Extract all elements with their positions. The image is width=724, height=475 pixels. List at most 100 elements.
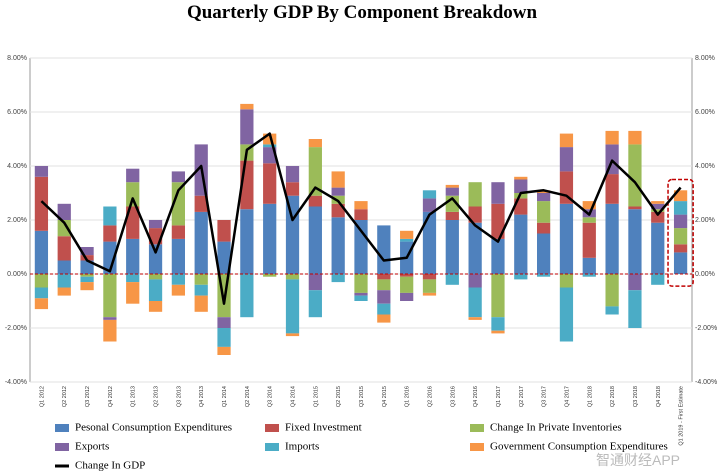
bar-segment — [468, 182, 482, 207]
bar-segment — [308, 274, 322, 291]
bar-segment — [537, 233, 551, 274]
bar-segment — [605, 130, 619, 145]
bar-segment — [491, 203, 505, 239]
bar-segment — [400, 276, 414, 293]
bar-segment — [605, 274, 619, 307]
watermark: 智通财经APP — [596, 452, 680, 468]
bar-segment — [285, 182, 300, 196]
bar-segment — [57, 220, 71, 237]
bar-segment — [263, 203, 277, 274]
bar-segment — [651, 203, 665, 210]
x-tick-label: Q4 2012 — [108, 386, 114, 407]
gdp-line — [40, 132, 682, 305]
x-tick-label: Q1 2017 — [496, 386, 502, 407]
bar-segment — [148, 274, 163, 280]
bar-segment — [80, 260, 94, 274]
x-tick-label: Q2 2012 — [62, 386, 68, 407]
x-tick-label: Q4 2016 — [473, 386, 479, 407]
bar-segment — [514, 179, 528, 193]
bar-segment — [80, 282, 94, 291]
x-tick-label: Q2 2015 — [336, 386, 342, 407]
bar-segment — [354, 274, 368, 293]
bar-segment — [491, 238, 505, 274]
x-tick-label: Q3 2018 — [633, 386, 639, 407]
bar-segment — [285, 195, 300, 274]
x-tick-label: Q3 2014 — [268, 386, 274, 407]
bar-segment — [400, 238, 414, 242]
x-tick-label: Q2 2017 — [519, 386, 525, 407]
bar-segment — [217, 328, 231, 347]
bar-segment — [537, 274, 551, 277]
bar-segment — [194, 211, 208, 274]
bar-segment — [148, 244, 163, 274]
chart-title: Quarterly GDP By Component Breakdown — [187, 2, 538, 23]
bar-segment — [468, 206, 482, 223]
x-tick-label: Q4 2013 — [199, 386, 205, 407]
bar-segment — [354, 209, 368, 220]
bar-segment — [445, 187, 459, 196]
bar-segment — [400, 274, 414, 277]
bar-segment — [559, 203, 574, 274]
bar-segment — [628, 290, 642, 328]
bar-segment — [673, 190, 688, 202]
y-tick-label: 2.00% — [695, 217, 715, 224]
bar-segment — [103, 225, 117, 242]
bar-segment — [559, 287, 574, 342]
bar-segment — [126, 206, 140, 239]
x-tick-label: Q2 2018 — [610, 386, 616, 407]
bar-segment — [537, 201, 551, 223]
bar-segment — [514, 274, 528, 280]
bar-segment — [468, 274, 482, 288]
bar-segment — [422, 198, 437, 212]
bar-segment — [445, 211, 459, 220]
bar-segment — [217, 220, 231, 242]
y-tick-label: 6.00% — [695, 109, 715, 116]
bar-segment — [126, 282, 140, 304]
bar-segment — [171, 225, 185, 239]
bar-segment — [582, 222, 596, 258]
x-tick-label: Q1 2015 — [313, 386, 319, 407]
bar-segment — [285, 274, 300, 280]
bar-segment — [194, 295, 208, 312]
bar-segment — [582, 257, 596, 274]
x-tick-label: Q3 2012 — [85, 386, 91, 407]
bar-segment — [34, 287, 49, 299]
bar-segment — [491, 274, 505, 318]
bar-segment — [377, 303, 391, 315]
legend-swatch — [470, 443, 484, 451]
y-tick-label: 6.00% — [7, 109, 27, 116]
x-tick-label: Q4 2017 — [564, 386, 570, 407]
y-tick-label: 8.00% — [695, 55, 715, 62]
y-tick-label: 0.00% — [7, 271, 27, 278]
bar-segment — [377, 274, 391, 280]
bar-segment — [514, 214, 528, 274]
legend-swatch — [55, 424, 69, 432]
bar-segment — [331, 274, 345, 283]
bar-segment — [217, 317, 231, 328]
legend-label: Exports — [75, 441, 109, 453]
bar-segment — [240, 103, 254, 110]
x-tick-label: Q3 2016 — [450, 386, 456, 407]
x-tick-label: Q4 2015 — [382, 386, 388, 407]
bar-segment — [194, 274, 208, 285]
legend-label: Change In GDP — [75, 460, 145, 472]
bar-segment — [171, 274, 185, 285]
y-tick-label: 4.00% — [7, 163, 27, 170]
bar-segment — [194, 195, 208, 212]
bar-segment — [126, 238, 140, 274]
bar-segment — [673, 228, 688, 245]
bar-segment — [171, 182, 185, 226]
bar-segment — [651, 209, 665, 212]
bar-segment — [194, 284, 208, 296]
bar-segment — [263, 147, 277, 164]
bar-segment — [34, 298, 49, 310]
legend-label: Fixed Investment — [285, 422, 362, 434]
bar-segment — [34, 166, 49, 177]
bar-segment — [491, 182, 505, 204]
legend-swatch — [265, 443, 279, 451]
bar-segment — [354, 295, 368, 301]
bar-segment — [263, 163, 277, 204]
bar-segment — [354, 292, 368, 296]
bar-segment — [308, 290, 322, 318]
x-tick-label: Q2 2013 — [154, 386, 160, 407]
